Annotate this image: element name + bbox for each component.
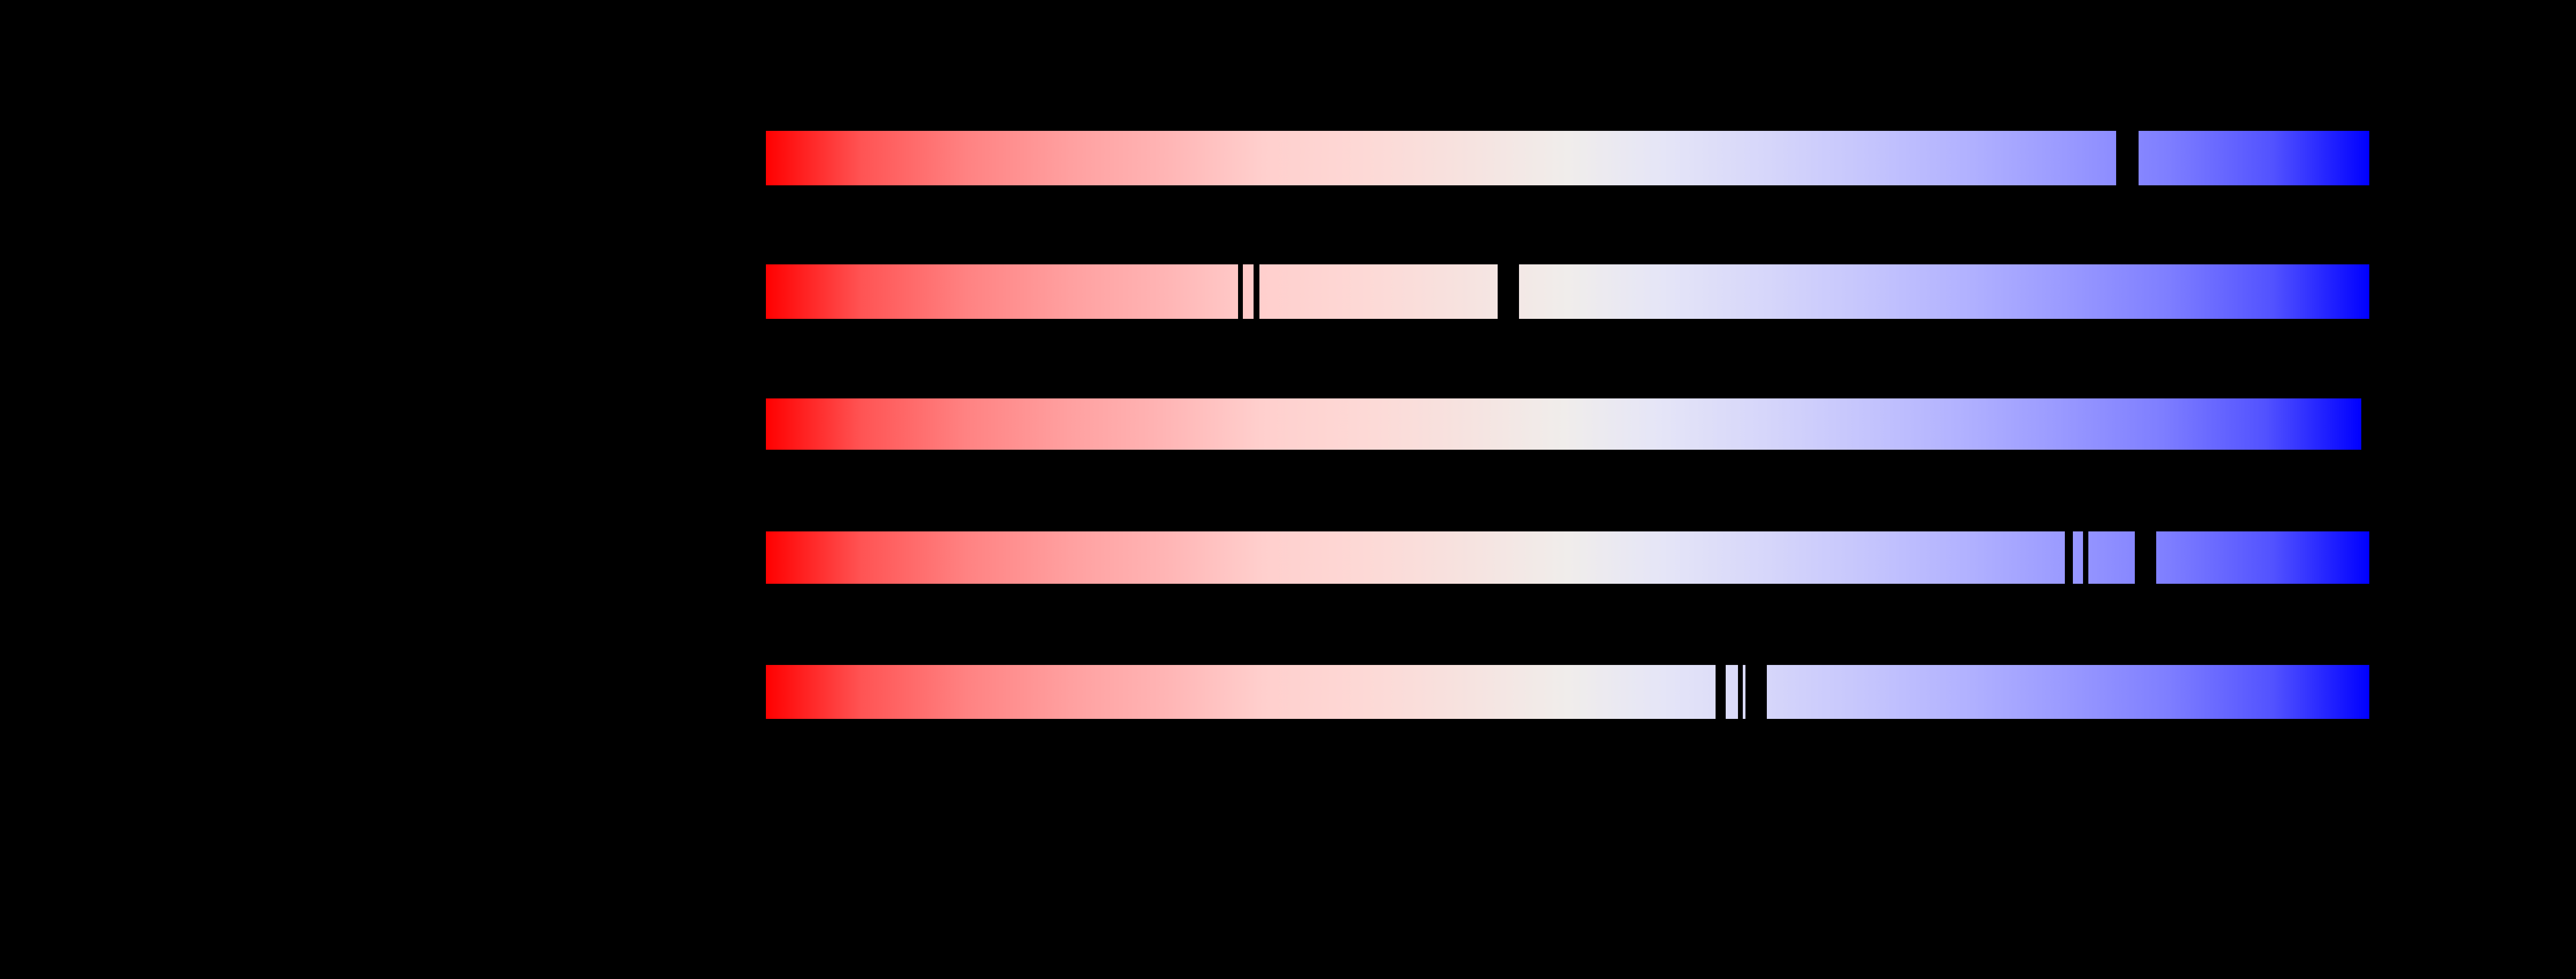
colormap-strip-3: [766, 398, 2361, 450]
colormap-strip-2: [766, 264, 2369, 319]
discontinuity-mark: [2135, 531, 2156, 584]
discontinuity-mark: [1738, 665, 1743, 719]
colormap-strip-5: [766, 665, 2369, 719]
discontinuity-mark: [1254, 264, 1259, 319]
discontinuity-mark: [2083, 531, 2088, 584]
discontinuity-mark: [1745, 665, 1767, 719]
discontinuity-mark: [2065, 531, 2073, 584]
discontinuity-mark: [1238, 264, 1243, 319]
discontinuity-mark: [1498, 264, 1519, 319]
discontinuity-mark: [1716, 665, 1726, 719]
discontinuity-mark: [2116, 131, 2139, 185]
colormap-strip-1: [766, 131, 2369, 185]
colormap-strip-4: [766, 531, 2369, 584]
